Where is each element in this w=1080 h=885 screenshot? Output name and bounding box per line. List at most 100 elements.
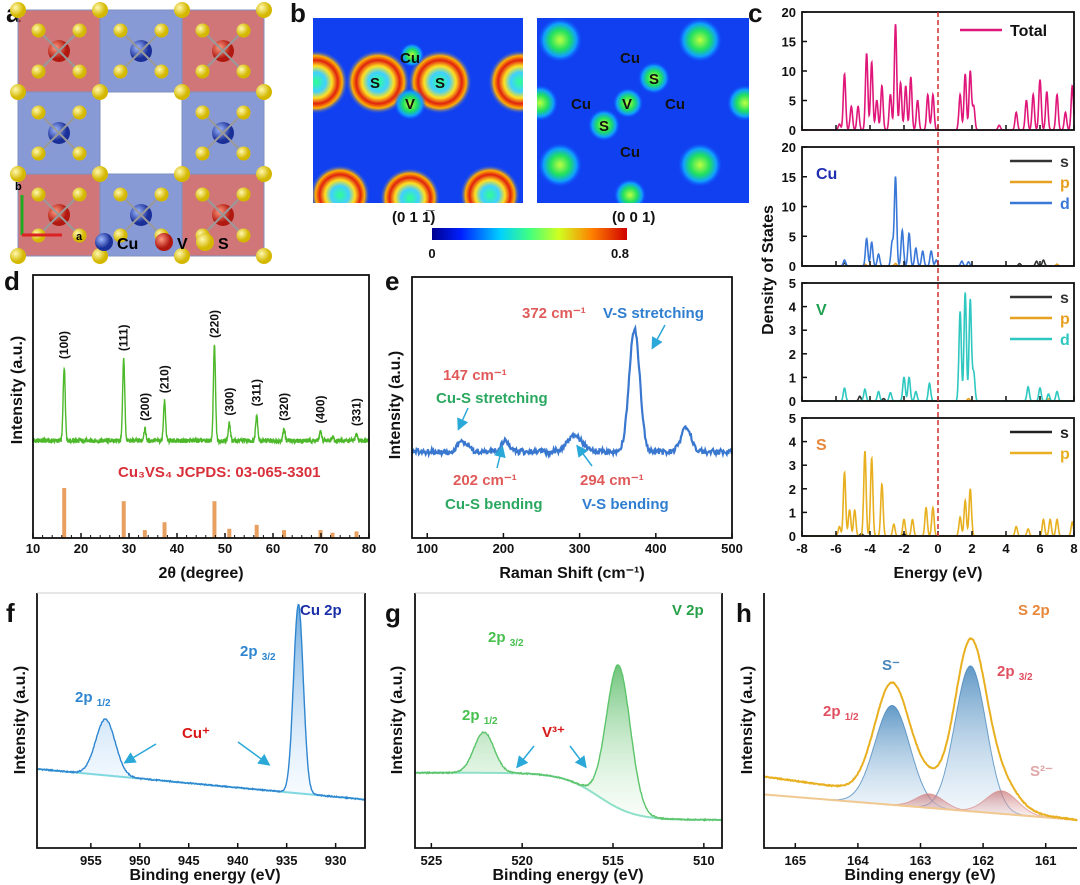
x-tick-label: 950 (129, 853, 151, 868)
y-tick-label: 2 (789, 347, 796, 362)
s-atom (92, 2, 108, 18)
s-atom (174, 84, 190, 100)
s-atom (236, 105, 251, 120)
arrow-icon (516, 745, 535, 769)
x-tick-label: 10 (26, 541, 40, 556)
s-atom (72, 146, 87, 161)
y-tick-label: 3 (789, 323, 796, 338)
s-atom (72, 64, 87, 79)
y-tick-label: 1 (789, 505, 796, 520)
legend-s: S (218, 236, 229, 253)
y-tick-label: 5 (789, 276, 796, 291)
panel-label-c: c (748, 0, 762, 28)
raman-arrows (457, 324, 666, 469)
s-atom (113, 64, 128, 79)
label-sub: 1/2 (484, 716, 498, 727)
envelope-curve (763, 637, 1078, 822)
s-atom (174, 248, 190, 264)
s-atom (236, 23, 251, 38)
label-sub: 3/2 (262, 652, 276, 663)
raman-x-label: Raman Shift (cm⁻¹) (499, 565, 644, 582)
x-tick-label: 60 (266, 541, 280, 556)
s-minus-label: S⁻ (882, 657, 900, 674)
s-atom (31, 187, 46, 202)
panel-label-d: d (4, 266, 20, 296)
y-tick-label: 1 (789, 370, 796, 385)
xps-frame (414, 593, 723, 849)
hkl-label: (220) (207, 310, 221, 338)
plane-label-left: (0 1 1̅) (392, 209, 435, 226)
y-tick-label: 20 (782, 5, 796, 20)
x-tick-label: 930 (325, 853, 347, 868)
xps-s-y-label: Intensity (a.u.) (739, 666, 756, 774)
s-atom (10, 84, 26, 100)
s-atom-icon (196, 233, 214, 251)
s-atom (31, 105, 46, 120)
xrd-pattern (32, 344, 370, 446)
v-2p32-label: 2p 3/2 (488, 629, 524, 649)
panel-label-h: h (736, 598, 752, 628)
x-tick-label: 520 (511, 853, 533, 868)
x-tick-label: 940 (227, 853, 249, 868)
x-tick-label: 70 (314, 541, 328, 556)
reference-bar (62, 488, 67, 538)
s-atom (236, 146, 251, 161)
v-2p12-label: 2p 1/2 (462, 707, 498, 727)
reference-bar (162, 522, 167, 538)
s-atom (72, 228, 87, 243)
x-tick-label: -2 (898, 541, 910, 556)
x-tick-label: 163 (910, 853, 932, 868)
arrow-icon (123, 743, 157, 764)
panel-label-g: g (385, 598, 401, 628)
charge-map-left (313, 18, 523, 203)
s-atom (92, 84, 108, 100)
s-atom (256, 166, 272, 182)
xps-cu-y-label: Intensity (a.u.) (12, 666, 29, 774)
x-tick-label: 165 (784, 853, 806, 868)
a-axis-label: a (76, 231, 83, 243)
raman-294-label: 294 cm⁻¹ (580, 472, 644, 489)
x-tick-label: -6 (830, 541, 842, 556)
reference-bar (282, 530, 287, 538)
s-atom (92, 166, 108, 182)
colorbar (432, 228, 627, 240)
hkl-label: (200) (138, 393, 152, 421)
s2p-title: S 2p (1018, 602, 1050, 619)
y-tick-label: 0 (789, 529, 796, 544)
xps-spectrum (36, 603, 366, 801)
y-tick-label: 3 (789, 458, 796, 473)
background-line (764, 793, 1078, 821)
dos-y-label: Density of States (760, 205, 777, 335)
s-atom (72, 105, 87, 120)
s-atom (174, 2, 190, 18)
raman-202-label: 202 cm⁻¹ (453, 472, 517, 489)
x-tick-label: 50 (218, 541, 232, 556)
arrow-icon (457, 407, 469, 431)
label-sub: 1/2 (97, 698, 111, 709)
jcpds-label: Cu₃VS₄ JCPDS: 03-065-3301 (118, 464, 321, 481)
y-tick-label: 5 (789, 94, 796, 109)
panel-label-f: f (6, 598, 15, 628)
y-tick-label: 15 (782, 170, 796, 185)
x-tick-label: 510 (693, 853, 715, 868)
peak-fill (415, 665, 722, 821)
y-tick-label: 10 (782, 200, 796, 215)
s-atom (154, 23, 169, 38)
charge-map-right (537, 18, 749, 203)
raman-frame (411, 276, 733, 539)
plots: Total05101520spdCu05101520spdV012345spS0… (26, 5, 1078, 868)
y-tick-label: 0 (789, 394, 796, 409)
xrd-x-label: 2θ (degree) (158, 565, 243, 582)
b-axis-label: b (15, 181, 22, 193)
cu-arrows (123, 741, 271, 766)
arrow-icon (569, 745, 587, 769)
atom-label: Cu (400, 50, 420, 67)
s2-minus-label: S²⁻ (1030, 763, 1053, 780)
hkl-label: (100) (57, 331, 71, 359)
atom-label: S (370, 75, 380, 92)
s-atom (113, 23, 128, 38)
arrow-icon (651, 324, 666, 350)
s-atom (72, 23, 87, 38)
x-tick-label: 30 (122, 541, 136, 556)
